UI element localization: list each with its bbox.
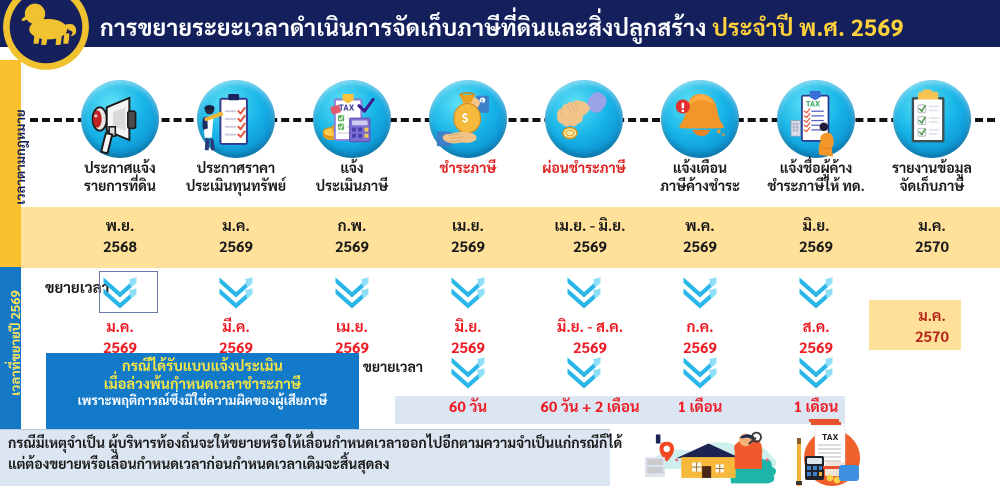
svg-text:TAX: TAX — [822, 431, 839, 443]
svg-text:TAX: TAX — [806, 99, 820, 109]
svg-text:$: $ — [462, 110, 469, 125]
svg-text:TAX: TAX — [339, 101, 355, 112]
